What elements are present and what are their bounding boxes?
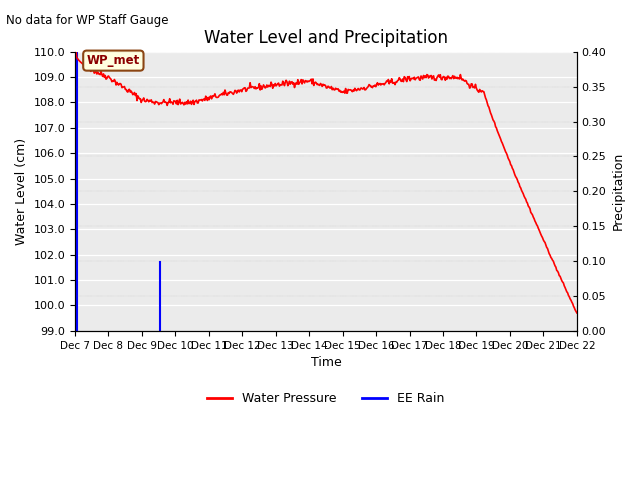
Y-axis label: Precipitation: Precipitation <box>612 152 625 230</box>
X-axis label: Time: Time <box>310 356 341 369</box>
Y-axis label: Water Level (cm): Water Level (cm) <box>15 138 28 245</box>
Text: No data for WP Staff Gauge: No data for WP Staff Gauge <box>6 14 169 27</box>
Title: Water Level and Precipitation: Water Level and Precipitation <box>204 29 448 48</box>
Legend: Water Pressure, EE Rain: Water Pressure, EE Rain <box>202 387 449 410</box>
Text: WP_met: WP_met <box>87 54 140 67</box>
